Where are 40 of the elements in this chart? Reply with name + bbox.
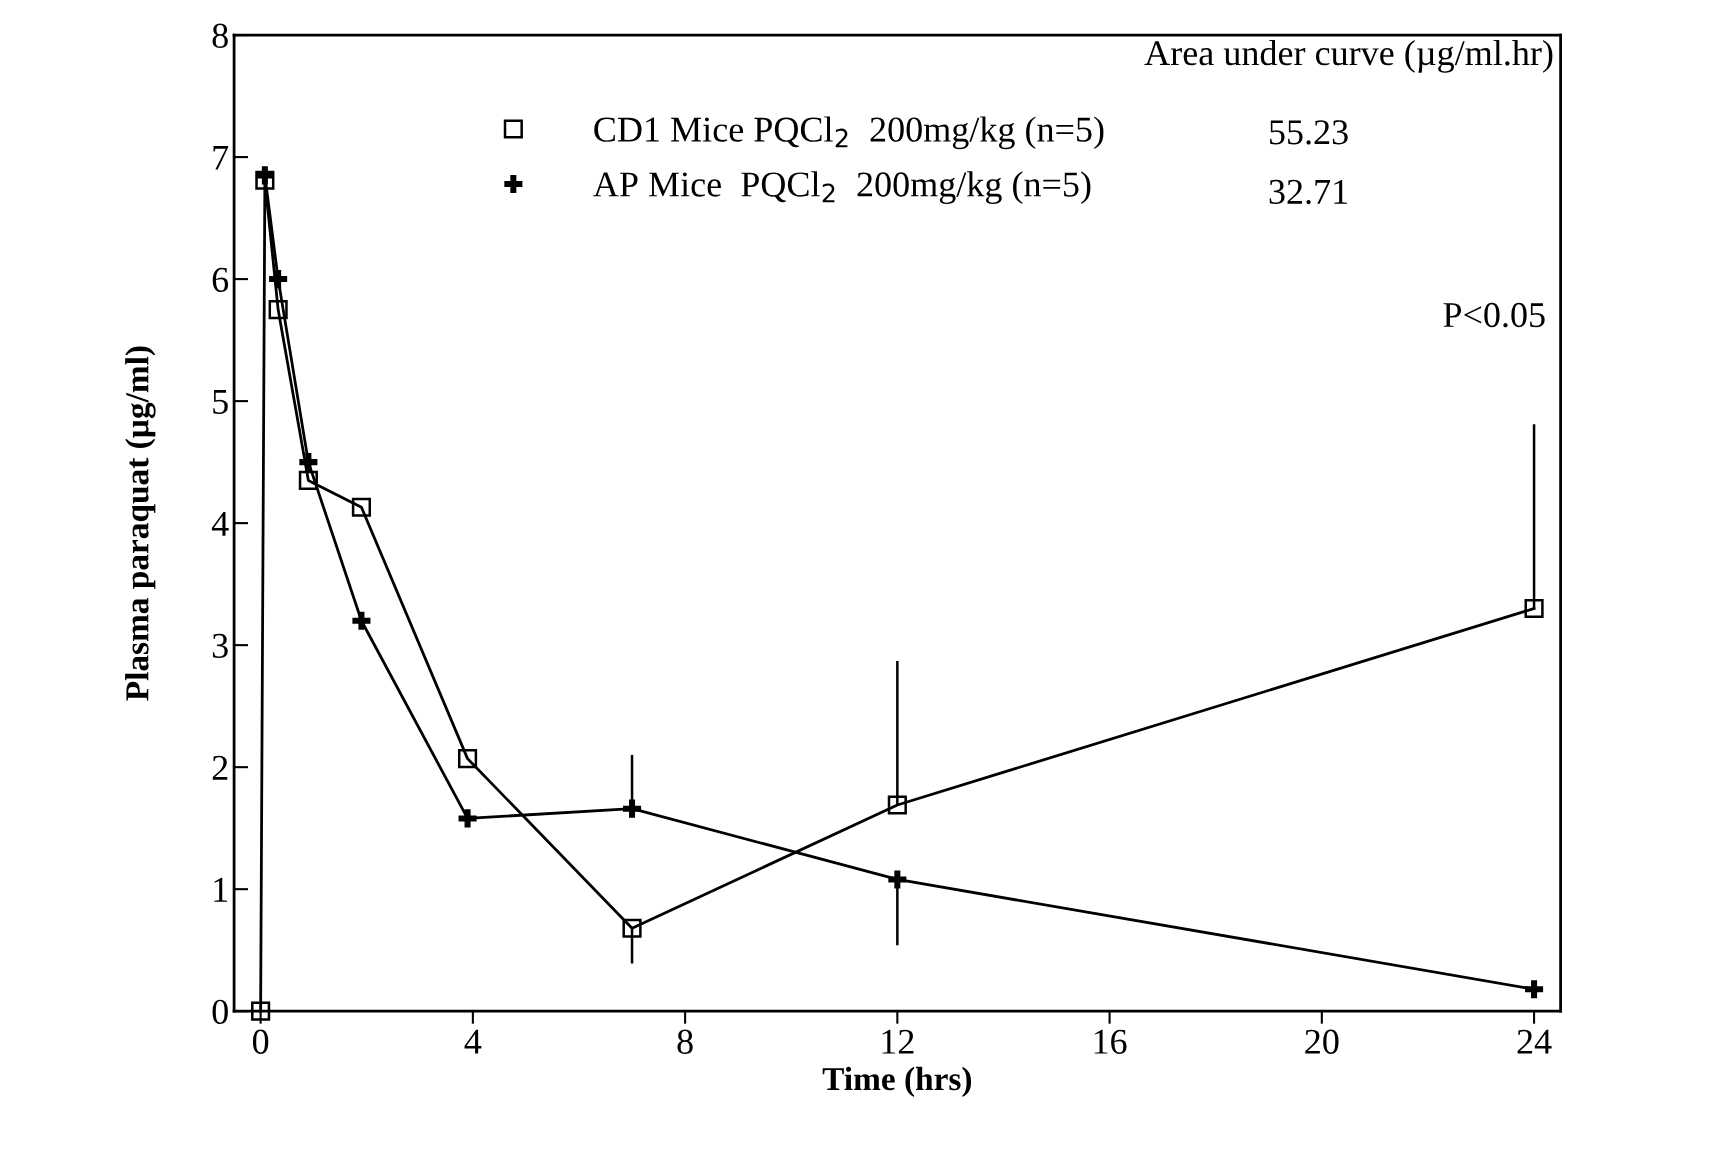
point xyxy=(622,918,642,938)
y-axis-title: Plasma paraquat (µg/ml) xyxy=(125,346,156,701)
x-tick-label: 16 xyxy=(1094,1029,1127,1054)
point xyxy=(458,809,477,828)
y-tick-label: 8 xyxy=(212,23,228,48)
point xyxy=(299,453,318,472)
x-tick-label: 24 xyxy=(1517,1029,1552,1054)
point xyxy=(888,870,907,889)
point xyxy=(352,611,371,630)
annotation: 55.23 xyxy=(1270,120,1348,145)
point xyxy=(1524,598,1544,619)
point xyxy=(1525,980,1544,999)
point xyxy=(887,795,907,815)
y-tick-label: 5 xyxy=(213,389,228,414)
legend-label: AP Mice PQCl$_{2}$ 200mg/kg (n=5) xyxy=(593,171,1091,205)
legend-label: CD1 Mice PQCl$_{2}$ 200mg/kg (n=5) xyxy=(594,116,1104,150)
annotation: Area under curve (µg/ml.hr) xyxy=(1144,39,1553,73)
x-tick-label: 8 xyxy=(677,1029,693,1054)
point xyxy=(351,497,372,517)
x-tick-label: 4 xyxy=(464,1029,482,1054)
y-tick-label: 6 xyxy=(212,267,229,292)
annotation: P<0.05 xyxy=(1443,302,1545,328)
point xyxy=(623,799,642,818)
y-tick-label: 1 xyxy=(214,877,228,902)
point xyxy=(255,166,274,185)
y-tick-label: 3 xyxy=(212,633,228,659)
y-tick-label: 4 xyxy=(211,511,229,536)
point xyxy=(255,170,275,190)
point xyxy=(298,470,318,491)
x-axis-title: Time (hrs) xyxy=(822,1066,972,1098)
point xyxy=(268,300,288,320)
x-tick-label: 20 xyxy=(1305,1029,1339,1054)
y-tick-label: 7 xyxy=(213,145,229,170)
annotation: 32.71 xyxy=(1269,179,1348,205)
point xyxy=(457,749,478,769)
y-tick-label: 2 xyxy=(212,755,228,780)
point xyxy=(269,270,288,289)
x-tick-label: 0 xyxy=(252,1029,269,1054)
x-tick-label: 12 xyxy=(882,1029,914,1054)
y-tick-label: 0 xyxy=(212,999,228,1025)
